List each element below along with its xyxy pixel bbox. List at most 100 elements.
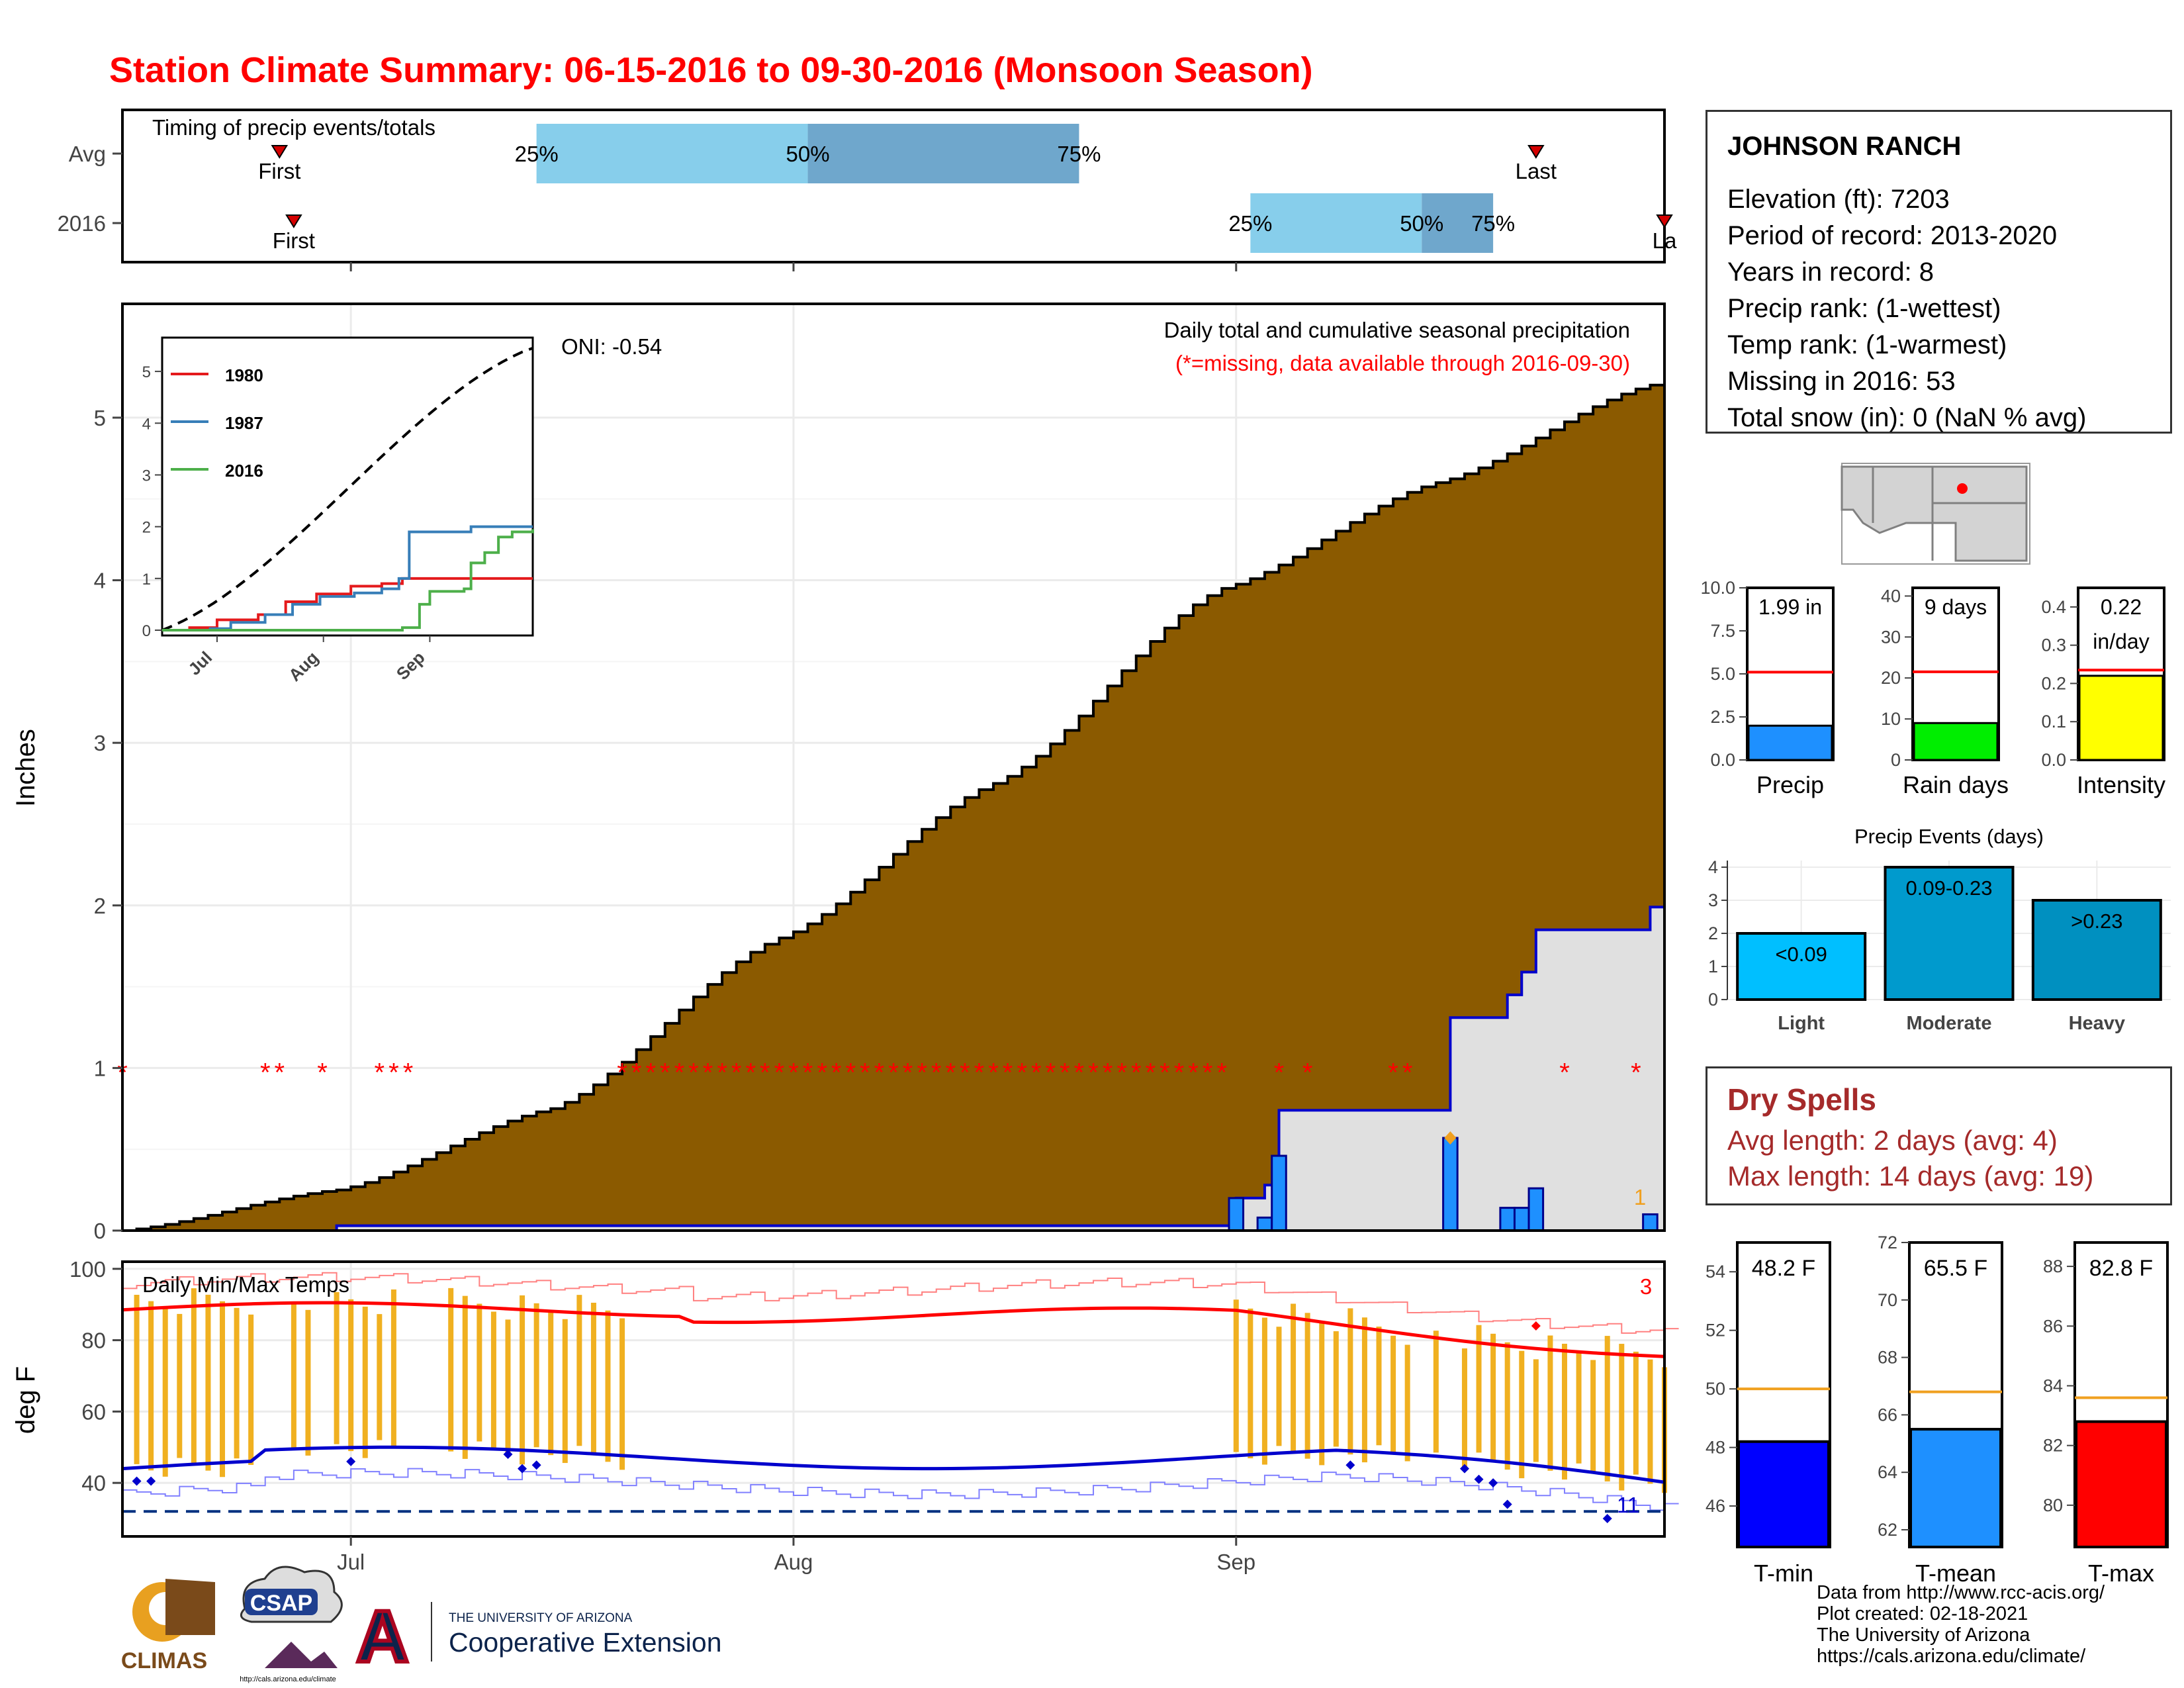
missing-marker: *	[1174, 1058, 1185, 1087]
temp-range-bar	[1347, 1308, 1353, 1455]
temp-range-bar	[220, 1301, 226, 1477]
temp-range-bar	[234, 1307, 240, 1459]
2016-q25-label: 25%	[1228, 211, 1272, 236]
temp-range-bar	[291, 1303, 296, 1449]
missing-marker: *	[931, 1058, 942, 1087]
events-title: Precip Events (days)	[1854, 825, 2044, 848]
cold-extreme-marker	[1502, 1499, 1512, 1509]
events-bar	[2031, 899, 2162, 1001]
temp-range-bar	[1361, 1317, 1367, 1463]
inset-average-line	[161, 347, 533, 632]
precip-summary-bars: 0.0 2.5 5.0 7.5 10.0 1.99 in Precip 0 10 20 30 40 9 …	[1700, 578, 2165, 798]
summary-value-label: 9 days	[1925, 595, 1987, 619]
summary-y-tick-label: 2.5	[1710, 707, 1735, 727]
events-category-label: Light	[1778, 1013, 1825, 1034]
2016-q50-q75-bar	[1422, 193, 1494, 253]
cold-extreme-marker	[503, 1450, 513, 1460]
summary-y-tick-label: 0.0	[1710, 750, 1735, 770]
missing-marker: *	[845, 1058, 856, 1087]
inset-frame	[161, 336, 534, 637]
avg-q50-q75-bar	[807, 124, 1079, 183]
summary-y-tick-label: 10	[1881, 709, 1901, 729]
avg-first-label: First	[258, 159, 300, 183]
missing-marker: *	[1388, 1058, 1398, 1087]
temp-range-bar	[1461, 1348, 1467, 1470]
temp-summary-bars: 46 48 50 52 54 48.2 F T-min 62 64 66 68 70 72 65.5 F T…	[1706, 1233, 2169, 1587]
temp-range-bar	[362, 1306, 368, 1458]
temp-summary-bar	[1909, 1428, 2002, 1548]
station-info-line: Temp rank: (1-warmest)	[1727, 330, 2007, 359]
temp-count-top: 3	[1640, 1274, 1652, 1299]
station-name: JOHNSON RANCH	[1727, 132, 1962, 161]
missing-marker: *	[1203, 1058, 1213, 1087]
missing-marker: *	[745, 1058, 756, 1087]
temp-range-bar	[1248, 1308, 1253, 1459]
temp-range-bar	[390, 1289, 396, 1448]
precip-y-tick-label: 2	[94, 894, 106, 918]
dry-spells-avg: Avg length: 2 days (avg: 4)	[1727, 1125, 2058, 1156]
daily-precip-bar	[1271, 1154, 1287, 1232]
station-info-line: Precip rank: (1-wettest)	[1727, 294, 2001, 323]
temp-range-bar	[1561, 1343, 1567, 1480]
summary-y-tick-label: 5.0	[1710, 664, 1735, 684]
temp-y-tick-label: 60	[81, 1399, 106, 1424]
footer-line: The University of Arizona	[1817, 1624, 2030, 1646]
timing-x-ticks	[349, 262, 1238, 271]
temp-y-tick-label: 40	[81, 1471, 106, 1495]
missing-marker: *	[403, 1058, 414, 1087]
temp-range-bar	[1433, 1331, 1439, 1453]
temp-summary-y-tick-label: 64	[1878, 1462, 1897, 1482]
precip-panel: * * * * * * * * * * * * * * * * * * * * * * * * * * * * * * * * * * * * * * * *…	[11, 303, 1666, 1243]
summary-y-tick-label: 0.1	[2041, 712, 2066, 731]
temp-range-bar	[1304, 1313, 1310, 1459]
station-info-line: Years in record: 8	[1727, 258, 1934, 287]
precip-ylabel: Inches	[11, 729, 40, 807]
ua-bottom-text: Cooperative Extension	[449, 1627, 722, 1658]
timing-panel: Timing of precip events/totals Avg 2016 …	[58, 109, 1677, 271]
timing-row-label-2016: 2016	[58, 211, 106, 236]
2016-q50-label: 50%	[1400, 211, 1443, 236]
temp-range-bar	[605, 1310, 611, 1462]
csap-logo: CSAP http://cals.arizona.edu/climate	[240, 1566, 343, 1683]
ua-block-a-icon: A	[356, 1596, 408, 1677]
station-info-box: JOHNSON RANCH Elevation (ft): 7203 Perio…	[1706, 110, 2172, 434]
events-category-label: Heavy	[2069, 1013, 2125, 1034]
missing-marker: *	[903, 1058, 913, 1087]
inset-y-tick-label: 0	[142, 622, 151, 640]
temp-range-bar	[1547, 1335, 1553, 1471]
temp-range-bar	[490, 1311, 496, 1450]
temp-y-axis: 40 60 80 100	[69, 1257, 122, 1495]
temp-range-bar	[1533, 1359, 1539, 1462]
temp-range-bar	[548, 1311, 554, 1456]
2016-q75-label: 75%	[1471, 211, 1515, 236]
inset-line-2016	[162, 529, 534, 632]
temp-range-bar	[1476, 1325, 1482, 1453]
missing-marker: *	[974, 1058, 985, 1087]
temp-summary-bar-label: T-max	[2088, 1560, 2154, 1587]
temp-range-bar	[248, 1314, 254, 1465]
missing-marker: *	[631, 1058, 642, 1087]
precip-y-tick-label: 3	[94, 731, 106, 755]
temp-range-bar	[1590, 1360, 1596, 1473]
temp-range-bar	[505, 1319, 511, 1457]
state-shapes	[1841, 465, 2028, 562]
missing-marker: *	[860, 1058, 870, 1087]
cold-extreme-marker	[1459, 1464, 1469, 1474]
temp-y-tick-label: 80	[81, 1329, 106, 1353]
temp-range-bar	[1261, 1317, 1267, 1465]
inset-y-tick-label: 4	[142, 415, 151, 433]
csap-logo-text: CSAP	[250, 1591, 312, 1616]
missing-marker: *	[1216, 1058, 1227, 1087]
temp-summary-y-tick-label: 70	[1878, 1290, 1897, 1310]
missing-marker: *	[731, 1058, 742, 1087]
cold-extreme-marker	[531, 1460, 541, 1470]
cold-extreme-marker	[132, 1476, 142, 1486]
missing-marker: *	[774, 1058, 785, 1087]
temp-range-bar	[191, 1288, 197, 1465]
daily-precip-bar	[1228, 1197, 1245, 1232]
summary-y-tick-label: 10.0	[1700, 578, 1735, 598]
temp-range-bar	[1519, 1350, 1525, 1479]
legend-label-1980: 1980	[225, 365, 263, 385]
missing-marker: *	[645, 1058, 656, 1087]
